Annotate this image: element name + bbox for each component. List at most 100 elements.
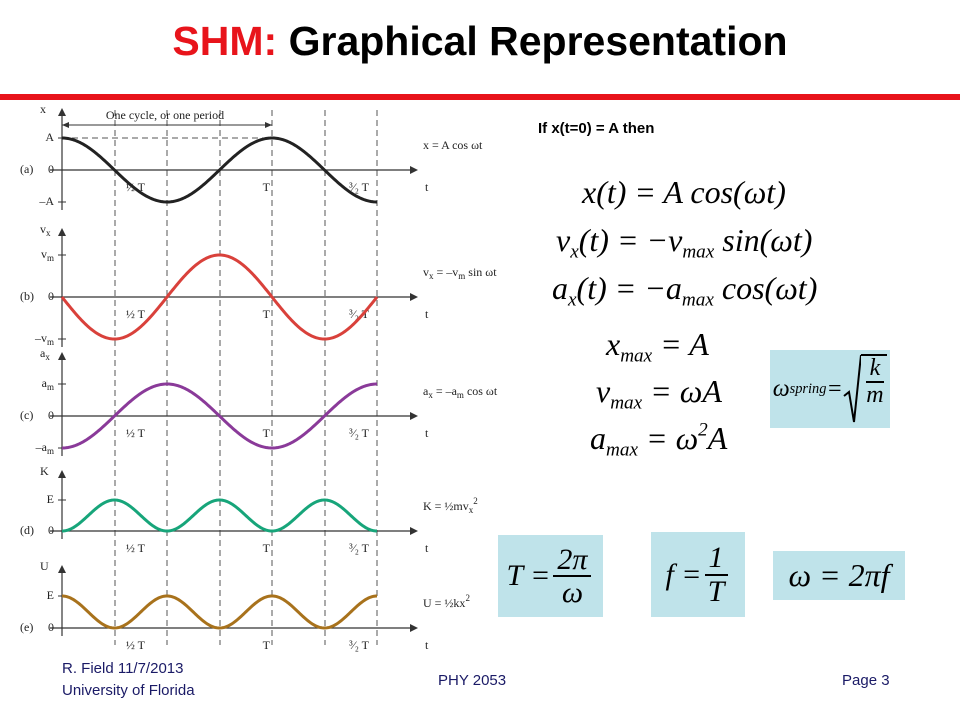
text-segment: f = xyxy=(665,557,702,591)
text-segment: v xyxy=(41,247,47,261)
arrow-head xyxy=(58,108,66,116)
panel-letter: (a) xyxy=(20,162,33,176)
numerator: 2π xyxy=(553,543,592,577)
text-segment: U xyxy=(40,559,49,573)
text-segment: v xyxy=(596,373,611,409)
text-segment: x(t) = A cos(ωt) xyxy=(582,174,786,210)
text-segment: v xyxy=(556,222,571,258)
curve-formula: ax = –am cos ωt xyxy=(423,384,498,400)
equation: x(t) = A cos(ωt) xyxy=(582,174,786,211)
level-label: 0 xyxy=(48,289,54,303)
curve xyxy=(60,253,379,341)
radical-stroke xyxy=(843,354,861,423)
time-label: t xyxy=(425,180,429,194)
text-segment: 0 xyxy=(48,523,54,537)
text-segment: 0 xyxy=(48,408,54,422)
text-segment: a xyxy=(40,346,46,360)
time-tick-label: T xyxy=(263,638,271,652)
text-segment: A xyxy=(707,420,728,456)
panel-letter: (d) xyxy=(20,523,34,537)
text-segment: x xyxy=(429,271,434,281)
text-segment: 0 xyxy=(48,162,54,176)
shm-figure: One cycle, or one period x (a) A 0 –A x = A co… xyxy=(20,102,498,652)
superscript: 2 xyxy=(698,419,708,441)
denominator: m xyxy=(866,382,884,409)
text-segment: A xyxy=(45,130,54,144)
text-segment: a xyxy=(42,376,48,390)
equation: xmax = A xyxy=(606,326,709,366)
arrow-head xyxy=(410,293,418,301)
level-label: 0 xyxy=(48,620,54,634)
arrow-head xyxy=(410,624,418,632)
axis-variable: ax xyxy=(40,346,50,362)
text-segment: x xyxy=(45,352,50,362)
level-label: –A xyxy=(38,194,54,208)
arrow-head xyxy=(58,470,66,478)
arrow-head xyxy=(410,412,418,420)
denominator: ω xyxy=(561,576,584,609)
author: R. Field 11/7/2013 xyxy=(62,660,184,677)
arrow-head xyxy=(58,228,66,236)
curve-formula: x = A cos ωt xyxy=(423,138,483,152)
time-tick-label: ³⁄₂ T xyxy=(349,180,370,194)
time-tick-label: ½ T xyxy=(126,426,146,440)
text-segment: x xyxy=(428,390,433,400)
text-segment: x xyxy=(46,228,51,238)
time-label: t xyxy=(425,307,429,321)
curve-formula: vx = –vm sin ωt xyxy=(423,265,497,281)
panel-letter: (b) xyxy=(20,289,34,303)
text-segment: (t) = −a xyxy=(576,270,682,306)
curve xyxy=(61,498,378,533)
time-tick-label: T xyxy=(263,307,271,321)
curve xyxy=(61,594,378,630)
text-segment: = –a xyxy=(433,384,458,398)
denominator: T xyxy=(707,574,725,608)
text-segment: cos ωt xyxy=(464,384,498,398)
equation: amax = ω2A xyxy=(590,419,728,460)
equation: ax(t) = −amax cos(ωt) xyxy=(552,270,818,310)
level-label: –vm xyxy=(34,331,54,347)
panel-letter: (e) xyxy=(20,620,33,634)
text-segment: = –v xyxy=(434,265,459,279)
formula-box: ω = 2πf xyxy=(773,551,905,600)
subscript: x xyxy=(570,241,579,263)
text-segment: sin ωt xyxy=(465,265,497,279)
curve xyxy=(61,136,378,204)
panel-letter: (c) xyxy=(20,408,33,422)
text-segment: cos(ωt) xyxy=(713,270,818,306)
arrow-head xyxy=(58,352,66,360)
text-segment: = ωA xyxy=(642,373,722,409)
subscript: max xyxy=(681,289,714,311)
numerator: 1 xyxy=(704,542,728,576)
level-label: 0 xyxy=(48,408,54,422)
text-segment: K = ½mv xyxy=(423,499,469,513)
time-tick-label: ½ T xyxy=(126,638,146,652)
subscript: max xyxy=(610,392,643,414)
level-label: am xyxy=(42,376,54,392)
arrow-head xyxy=(410,166,418,174)
text-segment: x xyxy=(469,505,474,515)
time-tick-label: ½ T xyxy=(126,307,146,321)
arrow-head xyxy=(410,527,418,535)
text-segment: U = ½kx xyxy=(423,596,465,610)
text-segment: a xyxy=(552,270,568,306)
numerator: k xyxy=(865,355,885,384)
text-segment: ω = 2πf xyxy=(788,557,890,593)
equation: vmax = ωA xyxy=(596,373,722,413)
text-segment: v xyxy=(40,222,46,236)
text-segment: = ω xyxy=(637,420,699,456)
time-tick-label: ³⁄₂ T xyxy=(349,426,370,440)
curve-formula: U = ½kx2 xyxy=(423,593,470,610)
text-segment: m xyxy=(47,446,54,456)
text-segment: = A xyxy=(652,326,709,362)
subscript: max xyxy=(682,241,715,263)
level-label: E xyxy=(47,588,54,602)
axis-variable: x xyxy=(40,102,46,116)
text-segment: ω xyxy=(772,375,790,402)
